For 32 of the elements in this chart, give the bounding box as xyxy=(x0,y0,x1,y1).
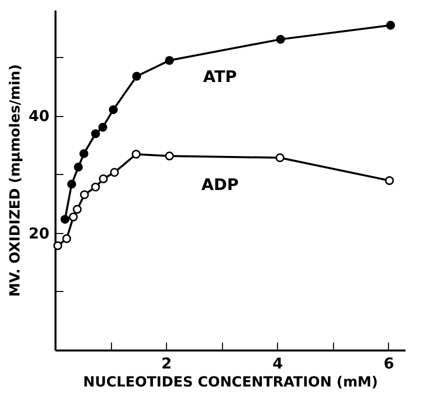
point xyxy=(72,204,82,214)
point xyxy=(386,20,396,30)
point xyxy=(80,190,89,200)
series-label: ADP xyxy=(201,174,239,194)
series-label: ATP xyxy=(203,66,238,86)
x-tick-label: 4 xyxy=(272,354,283,372)
point xyxy=(98,122,108,132)
x-axis-title: NUCLEOTIDES CONCENTRATION (mM) xyxy=(83,374,378,390)
point xyxy=(74,162,83,172)
point xyxy=(276,153,284,162)
point xyxy=(62,234,72,244)
point xyxy=(108,105,118,114)
point xyxy=(276,34,286,44)
y-tick-label: 40 xyxy=(28,107,50,126)
point xyxy=(67,180,76,189)
point xyxy=(53,241,62,250)
point xyxy=(132,150,141,159)
point xyxy=(110,168,119,177)
point xyxy=(164,152,174,160)
point xyxy=(79,149,88,158)
point xyxy=(60,214,70,224)
y-tick-label: 20 xyxy=(28,224,50,242)
point xyxy=(91,182,100,192)
point xyxy=(164,56,174,65)
point xyxy=(98,174,108,184)
point xyxy=(384,176,394,186)
x-tick-label: 6 xyxy=(384,354,394,372)
x-tick-label: 2 xyxy=(161,354,172,372)
point xyxy=(91,129,100,138)
point xyxy=(132,72,142,81)
y-axis-title: MV. OXIDIZED (mµmoles/min) xyxy=(8,64,24,297)
point xyxy=(68,212,78,222)
